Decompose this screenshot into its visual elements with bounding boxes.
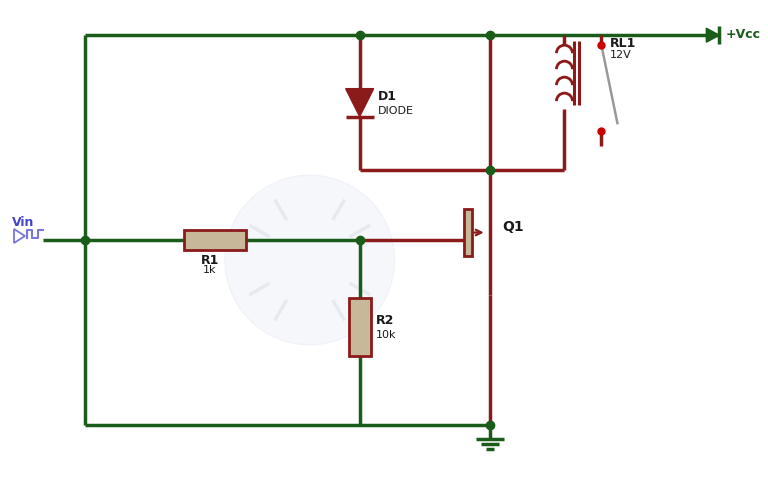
Text: Q1: Q1 [502,220,524,234]
Polygon shape [707,28,720,42]
Text: 1k: 1k [203,265,217,275]
Bar [464,209,472,256]
Text: RL1: RL1 [610,37,636,49]
Text: D1: D1 [378,90,396,103]
Circle shape [225,175,395,345]
Bar [184,230,246,250]
Bar [349,298,371,356]
Polygon shape [346,89,374,117]
Text: +Vcc: +Vcc [725,28,760,41]
Text: DIODE: DIODE [378,106,414,116]
Text: R1: R1 [200,254,219,267]
Text: Vin: Vin [12,216,35,228]
Text: 10k: 10k [376,330,396,340]
Text: R2: R2 [376,315,394,327]
Text: 12V: 12V [610,50,631,60]
